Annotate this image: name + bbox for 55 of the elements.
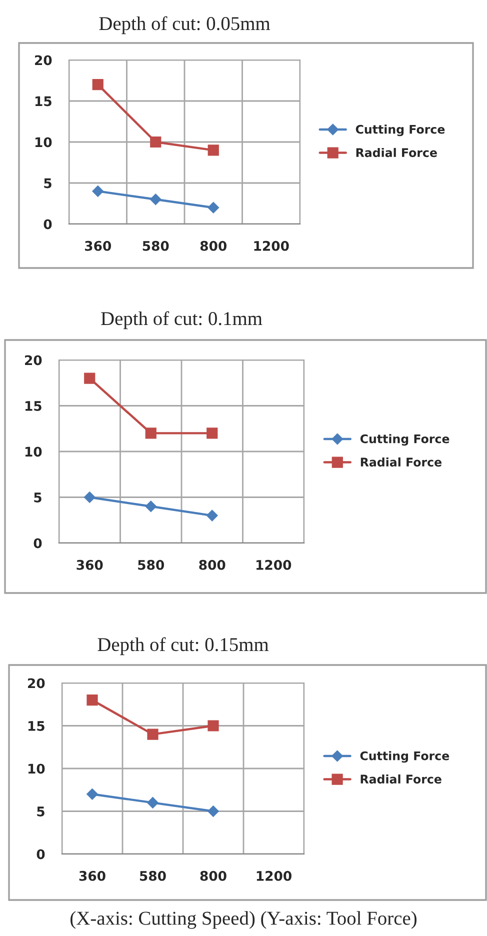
- x-tick-label: 580: [142, 240, 169, 251]
- x-tick-label: 360: [79, 870, 106, 881]
- point: [150, 136, 162, 148]
- chart-title: Depth of cut: 0.15mm: [98, 637, 269, 656]
- point: [206, 428, 218, 439]
- y-tick-label: 5: [44, 178, 52, 188]
- y-tick-label: 15: [25, 401, 42, 411]
- y-tick-label: 10: [28, 764, 45, 774]
- y-tick-label: 20: [35, 55, 52, 66]
- x-tick-label: 580: [138, 560, 164, 570]
- point: [147, 797, 158, 808]
- point: [208, 720, 219, 732]
- point: [145, 500, 156, 512]
- y-tick-label: 0: [44, 219, 52, 230]
- x-tick-label: 1200: [254, 240, 289, 251]
- point: [86, 694, 98, 706]
- point: [147, 728, 158, 740]
- point: [86, 788, 98, 800]
- point: [92, 186, 104, 197]
- x-tick-label: 1200: [256, 560, 292, 570]
- x-tick-label: 360: [84, 240, 112, 251]
- y-tick-label: 15: [35, 96, 52, 106]
- point: [206, 510, 218, 522]
- y-tick-label: 10: [25, 446, 42, 457]
- point: [92, 79, 104, 90]
- x-tick-label: 800: [200, 240, 227, 251]
- point: [208, 202, 219, 214]
- legend-label: Radial Force: [360, 457, 442, 467]
- x-tick-label: 580: [140, 870, 166, 881]
- legend-label: Cutting Force: [360, 434, 450, 446]
- legend-label: Radial Force: [356, 148, 437, 158]
- point: [208, 806, 219, 817]
- legend-label: Cutting Force: [360, 751, 450, 763]
- y-tick-label: 15: [28, 721, 44, 731]
- y-tick-label: 0: [34, 538, 42, 548]
- y-tick-label: 5: [34, 492, 42, 502]
- legend-label: Radial Force: [360, 774, 442, 784]
- y-tick-label: 10: [35, 137, 52, 148]
- x-tick-label: 360: [76, 560, 103, 570]
- point: [150, 194, 162, 206]
- chart-title: Depth of cut: 0.05mm: [99, 16, 270, 34]
- x-tick-label: 1200: [256, 870, 292, 881]
- legend-label: Cutting Force: [356, 124, 445, 136]
- x-tick-label: 800: [200, 870, 226, 881]
- point: [84, 372, 96, 384]
- point: [84, 492, 96, 503]
- chart-title: Depth of cut: 0.1mm: [101, 311, 262, 330]
- y-tick-label: 0: [36, 849, 45, 860]
- y-tick-label: 20: [28, 678, 45, 688]
- y-tick-label: 5: [37, 806, 44, 816]
- point: [145, 428, 156, 439]
- point: [208, 144, 219, 156]
- text: (X-axis: Cutting Speed) (Y-axis: Tool Force): [70, 911, 416, 929]
- x-tick-label: 800: [199, 560, 226, 570]
- y-tick-label: 20: [25, 355, 42, 366]
